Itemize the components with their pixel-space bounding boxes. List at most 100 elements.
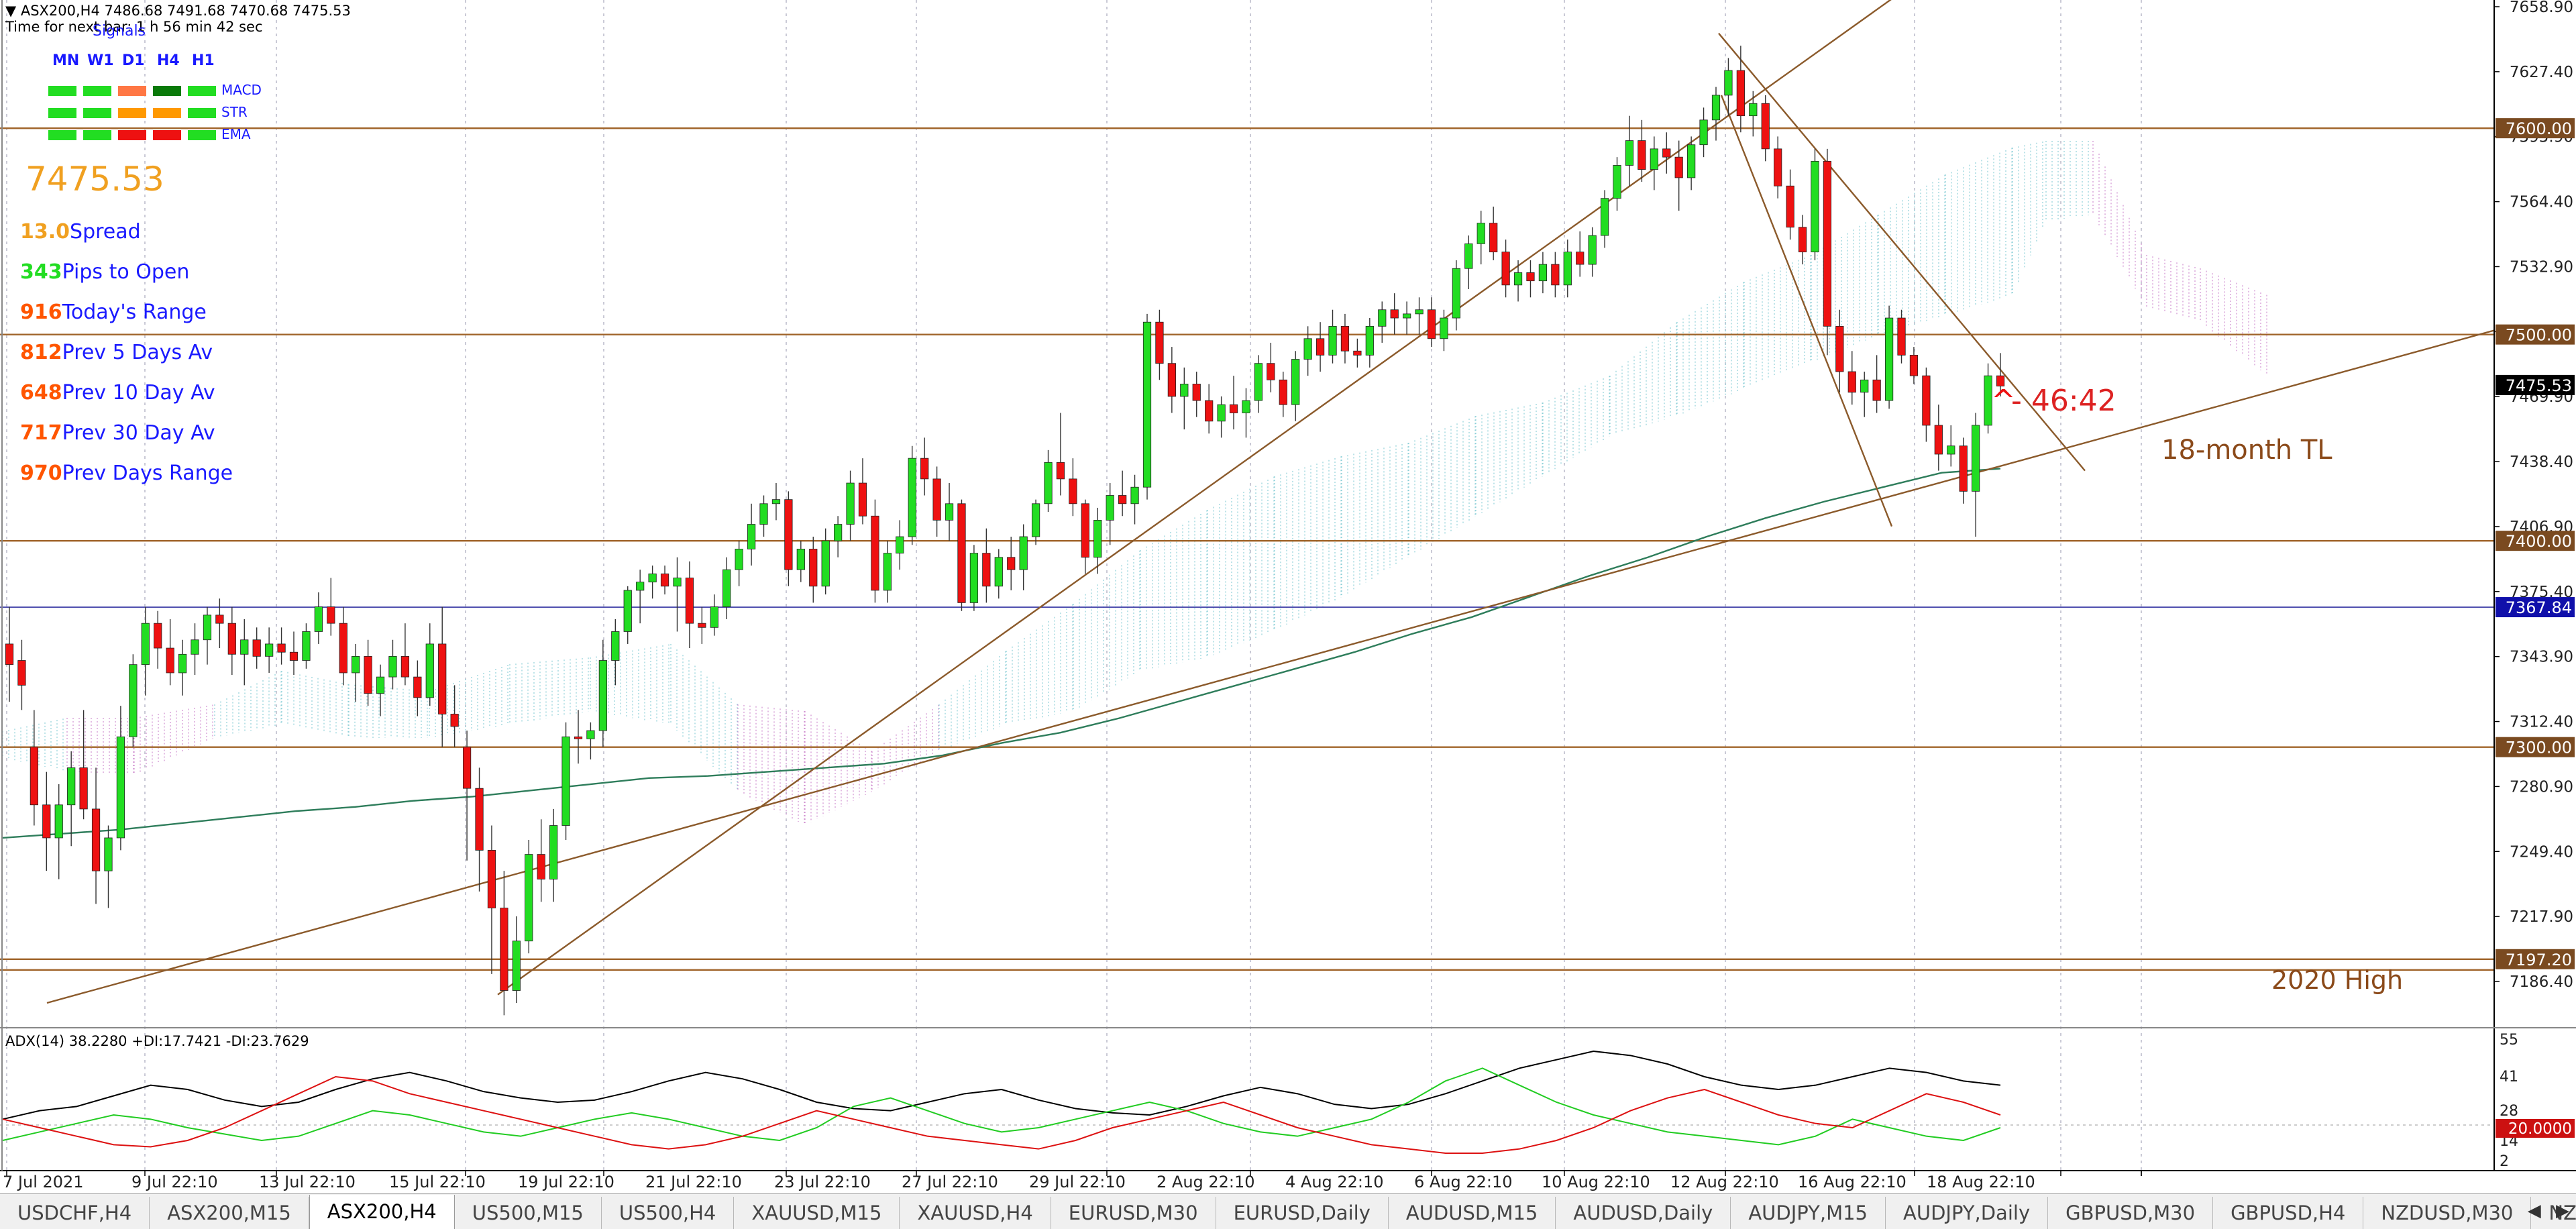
- time-tick-label: 18 Aug 22:10: [1927, 1173, 2035, 1191]
- rising-trendline[interactable]: [497, 0, 1898, 996]
- candle: [598, 639, 607, 747]
- arrow-left-icon[interactable]: ◀: [2527, 1201, 2541, 1221]
- tab-xauusd-h4[interactable]: XAUUSD,H4: [900, 1197, 1051, 1229]
- candle: [54, 784, 63, 879]
- stat-value: 648: [20, 381, 62, 405]
- candle: [1056, 413, 1065, 496]
- tab-audusd-daily[interactable]: AUDUSD,Daily: [1556, 1197, 1731, 1229]
- adx-level-label: 20.0000: [2496, 1119, 2575, 1138]
- candle: [945, 483, 954, 541]
- falling-trendline-lower[interactable]: [1720, 95, 1893, 527]
- tab-gbpusd-m30[interactable]: GBPUSD,M30: [2048, 1197, 2214, 1229]
- tab-usdchf-h4[interactable]: USDCHF,H4: [0, 1197, 150, 1229]
- candle: [1489, 206, 1498, 260]
- candle: [1847, 351, 1856, 405]
- candle: [1724, 58, 1733, 116]
- time-tick-label: 6 Aug 22:10: [1414, 1173, 1513, 1191]
- candle: [252, 627, 261, 669]
- candle: [191, 623, 199, 676]
- candle: [1798, 215, 1807, 265]
- stat-row: 970Prev Days Range: [20, 462, 233, 485]
- stat-row: 648Prev 10 Day Av: [20, 381, 215, 405]
- candle: [314, 592, 323, 644]
- candle: [685, 561, 694, 649]
- candle: [561, 722, 570, 841]
- candle: [623, 586, 632, 644]
- tab-asx200-h4[interactable]: ASX200,H4: [309, 1195, 455, 1229]
- svg-text:7367.84: 7367.84: [2506, 598, 2572, 617]
- tab-us500-h4[interactable]: US500,H4: [602, 1197, 735, 1229]
- candle: [660, 566, 669, 595]
- svg-text:7475.53: 7475.53: [2506, 376, 2572, 395]
- time-tick-label: 13 Jul 22:10: [259, 1173, 356, 1191]
- candle: [1947, 425, 1955, 467]
- candle: [784, 491, 793, 586]
- candle: [1254, 355, 1263, 413]
- candle: [586, 722, 595, 760]
- stat-row: 916Today's Range: [20, 301, 207, 324]
- candle: [400, 623, 410, 686]
- candle: [1749, 91, 1758, 137]
- candle: [227, 606, 236, 676]
- candle: [1081, 499, 1089, 574]
- candle: [1118, 470, 1127, 517]
- candle: [203, 606, 212, 665]
- stat-value: 717: [20, 421, 62, 445]
- chart-tab-bar: USDCHF,H4 ASX200,M15 ASX200,H4 US500,M15 US5…: [0, 1193, 2576, 1229]
- candle: [883, 541, 892, 603]
- collapse-triangle-icon: ▼: [5, 3, 17, 19]
- tab-eurusd-m30[interactable]: EURUSD,M30: [1051, 1197, 1216, 1229]
- candle: [932, 466, 941, 537]
- long-trendline[interactable]: [46, 329, 2495, 1004]
- tab-audjpy-m15[interactable]: AUDJPY,M15: [1731, 1197, 1886, 1229]
- stat-row: 13.0Spread: [20, 220, 141, 244]
- plus-di-line: [2, 1067, 2001, 1146]
- moving-average-line: [2, 468, 2001, 839]
- signal-cell: [83, 86, 111, 96]
- candle: [549, 808, 558, 902]
- candle: [1378, 301, 1387, 343]
- tab-audusd-m15[interactable]: AUDUSD,M15: [1389, 1197, 1556, 1229]
- countdown-label: - 46:42: [2011, 384, 2116, 418]
- candle: [1662, 132, 1671, 174]
- tab-us500-m15[interactable]: US500,M15: [455, 1197, 602, 1229]
- time-tick-label: 15 Jul 22:10: [389, 1173, 486, 1191]
- candle: [1440, 309, 1448, 352]
- signal-cell: [83, 108, 111, 118]
- candle: [1019, 524, 1028, 590]
- candle: [636, 570, 645, 624]
- candle: [1984, 363, 1992, 434]
- candle: [1452, 260, 1460, 331]
- countdown-arrow-icon: ^: [1991, 384, 2016, 418]
- candle: [1588, 227, 1597, 277]
- svg-text:7197.20: 7197.20: [2506, 951, 2572, 969]
- candle: [1044, 449, 1053, 513]
- candle: [982, 528, 991, 603]
- tab-asx200-m15[interactable]: ASX200,M15: [150, 1197, 309, 1229]
- time-tick-label: 10 Aug 22:10: [1542, 1173, 1650, 1191]
- candle: [166, 619, 174, 686]
- tab-xauusd-m15[interactable]: XAUUSD,M15: [734, 1197, 900, 1229]
- candle: [1774, 136, 1782, 199]
- price-label-current: 7475.53: [2496, 374, 2575, 395]
- signal-row-label: STR: [221, 104, 248, 120]
- candle: [42, 771, 51, 871]
- candle: [1551, 252, 1560, 298]
- tab-audjpy-daily[interactable]: AUDJPY,Daily: [1886, 1197, 2049, 1229]
- tab-nzdusd-h4[interactable]: NZDUSD,H4: [2531, 1197, 2576, 1229]
- candle: [1328, 309, 1337, 364]
- indicator-title: ADX(14) 38.2280 +DI:17.7421 -DI:23.7629: [5, 1033, 309, 1049]
- tab-gbpusd-h4[interactable]: GBPUSD,H4: [2213, 1197, 2364, 1229]
- price-tick-label: 7186.40: [2510, 973, 2573, 991]
- time-tick-label: 12 Aug 22:10: [1670, 1173, 1779, 1191]
- signal-row-label: EMA: [221, 126, 251, 142]
- tab-nzdusd-m30[interactable]: NZDUSD,M30: [2363, 1197, 2532, 1229]
- tab-eurusd-daily[interactable]: EURUSD,Daily: [1216, 1197, 1389, 1229]
- candle: [438, 606, 447, 747]
- stat-label: Today's Range: [62, 301, 207, 324]
- time-tick-label: 4 Aug 22:10: [1285, 1173, 1384, 1191]
- arrow-right-icon[interactable]: ▶: [2556, 1201, 2569, 1221]
- falling-trendline-upper[interactable]: [1718, 32, 2086, 472]
